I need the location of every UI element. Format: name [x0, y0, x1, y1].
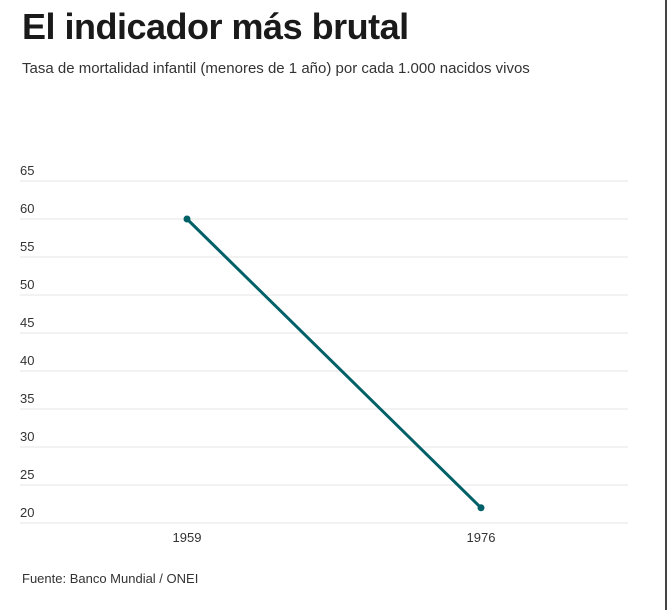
x-tick-label: 1976	[467, 530, 496, 545]
series-line	[185, 217, 483, 509]
y-tick-label: 60	[20, 201, 34, 216]
y-tick-label: 30	[20, 429, 34, 444]
data-point	[183, 215, 191, 223]
y-tick-label: 65	[20, 163, 34, 178]
y-tick-label: 35	[20, 391, 34, 406]
y-tick-label: 50	[20, 277, 34, 292]
y-tick-label: 20	[20, 505, 34, 520]
y-tick-label: 25	[20, 467, 34, 482]
chart-title: El indicador más brutal	[22, 6, 409, 47]
data-point	[477, 504, 485, 512]
right-border	[665, 0, 667, 610]
source-note: Fuente: Banco Mundial / ONEI	[22, 571, 199, 586]
y-tick-label: 40	[20, 353, 34, 368]
y-tick-label: 55	[20, 239, 34, 254]
y-tick-label: 45	[20, 315, 34, 330]
chart-subtitle: Tasa de mortalidad infantil (menores de …	[22, 60, 530, 77]
x-tick-label: 1959	[173, 530, 202, 545]
